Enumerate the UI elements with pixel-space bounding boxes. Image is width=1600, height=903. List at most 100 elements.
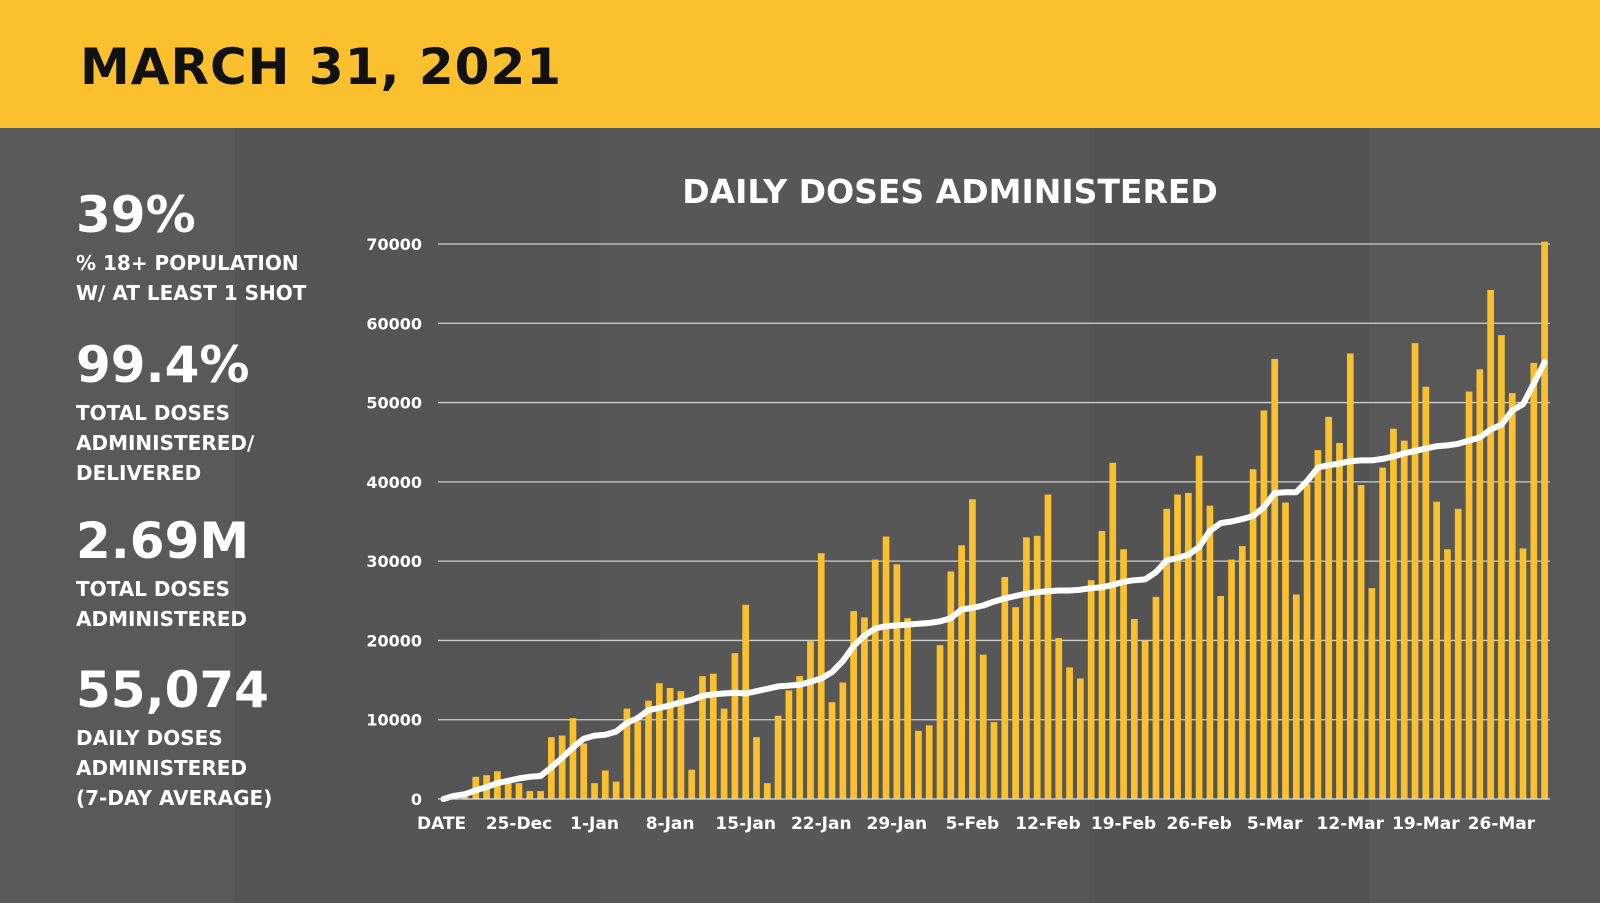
y-tick-label: 50000 (366, 394, 422, 413)
bar (720, 708, 728, 799)
x-tick-label: 22-Jan (791, 814, 852, 834)
bar (1206, 505, 1214, 799)
bar (461, 796, 469, 799)
bar (839, 682, 847, 799)
x-tick-label: 26-Feb (1166, 814, 1231, 834)
bar (742, 604, 750, 799)
bar (1325, 416, 1333, 799)
bar (580, 743, 588, 799)
bar (893, 564, 901, 799)
stat-total-doses: 2.69M TOTAL DOSES ADMINISTERED (76, 516, 376, 634)
y-tick-label: 60000 (366, 314, 422, 333)
bar (861, 617, 868, 799)
bar (1433, 501, 1440, 799)
bar (807, 641, 814, 799)
bar (763, 783, 771, 799)
stat-seven-day-average: 55,074 DAILY DOSES ADMINISTERED (7-DAY A… (76, 665, 376, 813)
stat-label: TOTAL DOSES ADMINISTERED/ DELIVERED (76, 401, 255, 485)
bar (936, 645, 944, 799)
bar (1476, 369, 1484, 799)
bar (1001, 577, 1009, 799)
bar (990, 722, 998, 799)
bar (1303, 484, 1311, 799)
bar (1163, 508, 1171, 799)
bar (1174, 494, 1181, 799)
bar (1109, 462, 1117, 799)
bar (591, 783, 598, 799)
bar (731, 653, 739, 799)
bar (882, 536, 890, 799)
bar (688, 769, 696, 799)
bar (612, 781, 620, 799)
bar (1368, 588, 1376, 799)
bar (1444, 549, 1451, 799)
bar (1066, 667, 1073, 799)
bar (1260, 410, 1268, 799)
bar (1228, 559, 1235, 799)
y-tick-label: 0 (411, 790, 422, 809)
y-tick-label: 40000 (366, 473, 422, 492)
stat-value: 2.69M (76, 512, 250, 570)
bar (1541, 241, 1548, 799)
bar (1098, 531, 1106, 799)
bar (850, 611, 857, 799)
bar (1152, 596, 1160, 799)
y-tick-label: 10000 (366, 711, 422, 730)
y-tick-label: 20000 (366, 631, 422, 650)
x-tick-label: 8-Jan (646, 814, 695, 834)
x-tick-label: 1-Jan (570, 814, 619, 834)
header-bar: MARCH 31, 2021 (0, 0, 1600, 128)
bar (1282, 502, 1289, 799)
stat-value: 99.4% (76, 336, 250, 394)
bar (1238, 546, 1246, 799)
bar (677, 691, 685, 799)
bar (569, 718, 577, 799)
bar (1454, 508, 1462, 799)
bar (925, 725, 933, 799)
bar (1184, 492, 1192, 799)
bar (1141, 640, 1149, 799)
stat-doses-delivered-ratio: 99.4% TOTAL DOSES ADMINISTERED/ DELIVERE… (76, 340, 376, 488)
seven-day-average-line (440, 359, 1548, 802)
y-tick-label: 30000 (366, 552, 422, 571)
x-tick-label: 5-Feb (946, 814, 1000, 834)
bar (1422, 386, 1430, 799)
page-title: MARCH 31, 2021 (80, 38, 563, 96)
bar (1044, 494, 1052, 799)
bar (796, 676, 804, 799)
bar (1033, 535, 1041, 799)
bar (785, 690, 793, 799)
x-tick-label: 19-Mar (1392, 814, 1460, 834)
bar (1508, 393, 1516, 799)
x-axis-label: DATE (417, 814, 466, 834)
bar (645, 700, 652, 799)
bar (1023, 537, 1030, 799)
x-tick-label: 25-Dec (486, 814, 552, 834)
bar (915, 730, 922, 799)
bar (1390, 428, 1397, 799)
content-panel: 39% % 18+ POPULATION W/ AT LEAST 1 SHOT … (0, 128, 1600, 903)
x-tick-label: 5-Mar (1247, 814, 1303, 834)
bar (699, 676, 706, 799)
stat-value: 55,074 (76, 661, 269, 719)
bar (1055, 638, 1063, 799)
bar (515, 783, 523, 799)
stat-population-one-shot: 39% % 18+ POPULATION W/ AT LEAST 1 SHOT (76, 190, 376, 308)
bar (558, 735, 566, 799)
bar (1012, 607, 1019, 799)
bar (1519, 548, 1527, 799)
bar (1314, 450, 1322, 799)
x-tick-label: 29-Jan (867, 814, 928, 834)
bar (1465, 391, 1473, 799)
bar (1217, 596, 1225, 799)
x-tick-label: 15-Jan (715, 814, 776, 834)
bar (1087, 580, 1095, 799)
y-tick-label: 70000 (366, 235, 422, 254)
x-tick-label: 12-Feb (1015, 814, 1080, 834)
bar (1336, 443, 1343, 799)
bar (904, 618, 911, 799)
chart-title: DAILY DOSES ADMINISTERED (682, 172, 1218, 211)
bar (979, 654, 987, 799)
bar (871, 559, 879, 799)
stat-value: 39% (76, 186, 196, 244)
